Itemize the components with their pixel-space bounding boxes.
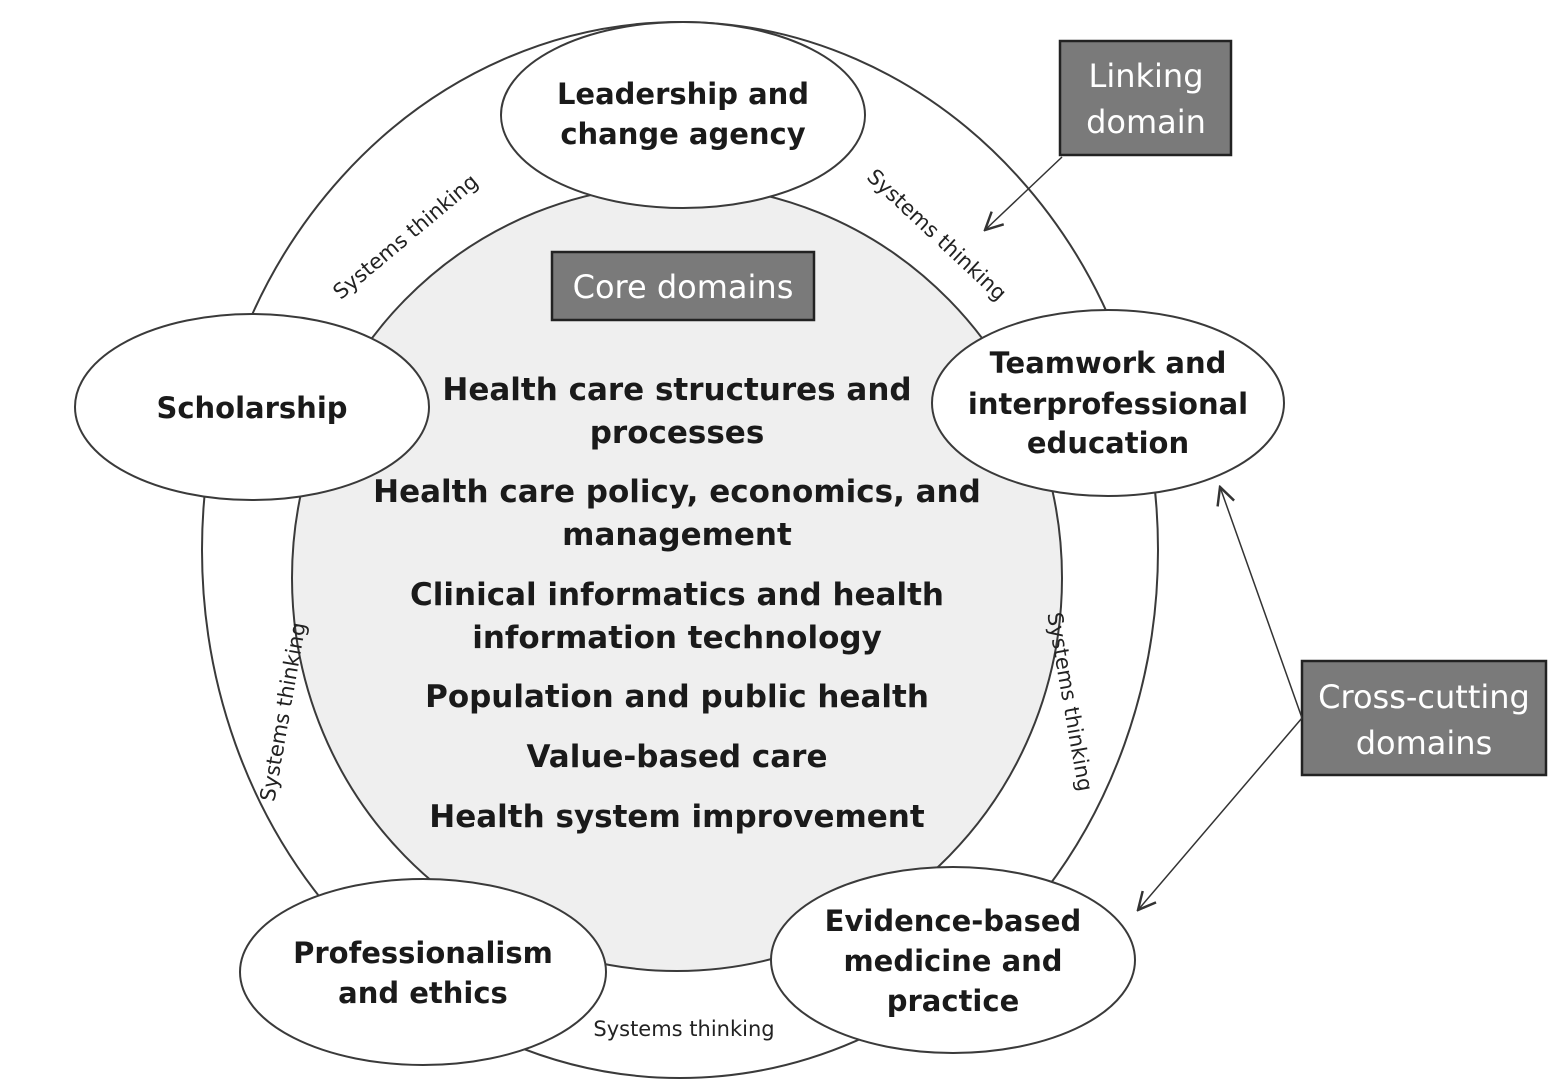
svg-text:and ethics: and ethics [338,976,508,1010]
svg-text:domain: domain [1086,103,1206,141]
core-item: Value-based care [527,739,828,775]
linking-domain-box: Linking domain [1058,39,1233,157]
core-item: Population and public health [425,679,929,715]
svg-text:Cross-cutting: Cross-cutting [1318,678,1530,716]
svg-text:interprofessional: interprofessional [968,387,1248,421]
svg-text:Population and public health: Population and public health [425,679,929,715]
systems-thinking-label: Systems thinking [593,1017,774,1041]
svg-text:Linking: Linking [1088,57,1203,95]
crosscutting-arrow-up [1220,487,1303,719]
oval-evidence: Evidence-based medicine and practice [770,866,1136,1054]
core-item: Health care structures and processes [442,372,911,451]
oval-professionalism: Professionalism and ethics [239,878,607,1066]
svg-text:Leadership and: Leadership and [557,77,809,111]
svg-text:Health care policy, economics,: Health care policy, economics, and [373,474,981,510]
svg-text:Clinical informatics and healt: Clinical informatics and health [410,577,944,613]
svg-text:information technology: information technology [472,620,882,656]
svg-text:Scholarship: Scholarship [156,391,347,425]
core-domains-box [550,250,816,322]
svg-text:practice: practice [887,984,1019,1018]
core-item: Health care policy, economics, and manag… [373,474,981,553]
oval-leadership: Leadership and change agency [500,21,866,209]
svg-text:medicine and: medicine and [843,944,1062,978]
svg-text:Value-based care: Value-based care [527,739,828,775]
svg-text:change agency: change agency [560,117,805,151]
svg-text:Health system improvement: Health system improvement [429,799,925,835]
svg-text:education: education [1027,426,1189,460]
oval-scholarship: Scholarship [74,313,430,501]
svg-text:Health care structures and: Health care structures and [442,372,911,408]
systems-thinking-label: Systems thinking [1042,610,1097,793]
crosscutting-arrow-down [1138,717,1303,910]
svg-text:Teamwork and: Teamwork and [990,346,1227,380]
linking-arrow [985,156,1063,230]
oval-teamwork: Teamwork and interprofessional education [931,309,1285,497]
core-item: Health system improvement [429,799,925,835]
systems-thinking-label: Systems thinking [256,620,311,803]
svg-text:domains: domains [1356,724,1493,762]
core-item: Clinical informatics and health informat… [410,577,944,656]
svg-text:Professionalism: Professionalism [293,936,553,970]
svg-text:processes: processes [590,415,765,451]
svg-text:management: management [562,517,792,553]
crosscutting-domains-box: Cross-cutting domains [1300,659,1548,777]
core-domains-label: Core domains [573,268,794,306]
svg-text:Evidence-based: Evidence-based [825,904,1082,938]
